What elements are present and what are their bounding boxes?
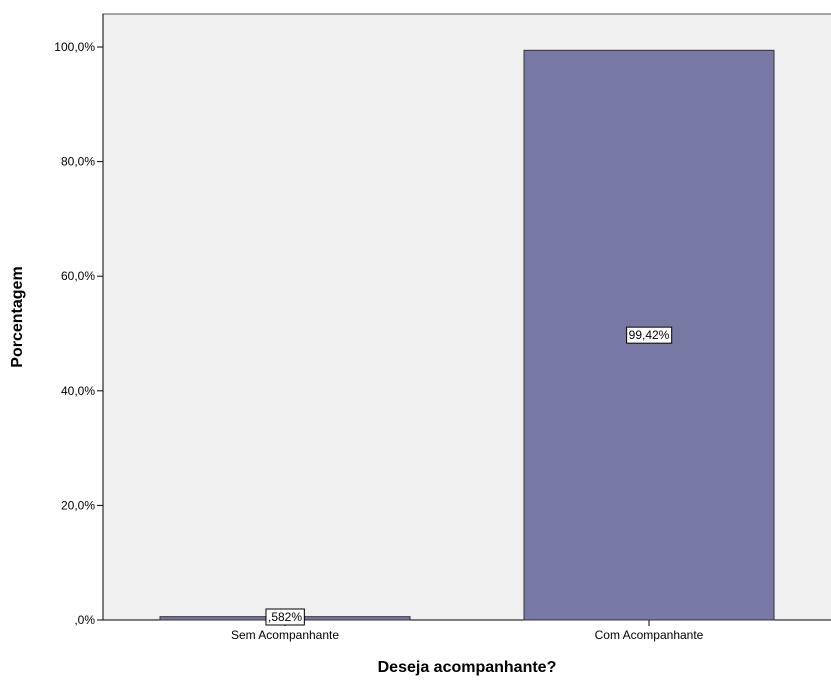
data-label: 99,42%	[626, 326, 673, 344]
y-tick-label: 40,0%	[61, 384, 95, 398]
data-label-box	[626, 326, 673, 344]
y-tick-label: 20,0%	[61, 498, 95, 512]
y-axis-title: Porcentagem	[9, 266, 26, 367]
x-axis-title: Deseja acompanhante?	[378, 659, 557, 676]
data-labels: ,582% 99,42%	[265, 326, 673, 626]
y-tick-label: ,0%	[74, 613, 95, 627]
y-tick-label: 60,0%	[61, 269, 95, 283]
x-axis: Sem Acompanhante Com Acompanhante	[103, 619, 831, 642]
y-tick-label: 80,0%	[61, 155, 95, 169]
y-axis: ,0% 20,0% 40,0% 60,0% 80,0% 100,0%	[54, 14, 104, 627]
data-label-text: ,582%	[268, 610, 302, 624]
data-label-text: 99,42%	[629, 328, 670, 342]
data-label: ,582%	[265, 608, 305, 626]
x-tick-label: Com Acompanhante	[595, 628, 704, 642]
x-tick-label: Sem Acompanhante	[231, 628, 339, 642]
y-tick-label: 100,0%	[54, 40, 95, 54]
data-label-box	[265, 608, 305, 626]
